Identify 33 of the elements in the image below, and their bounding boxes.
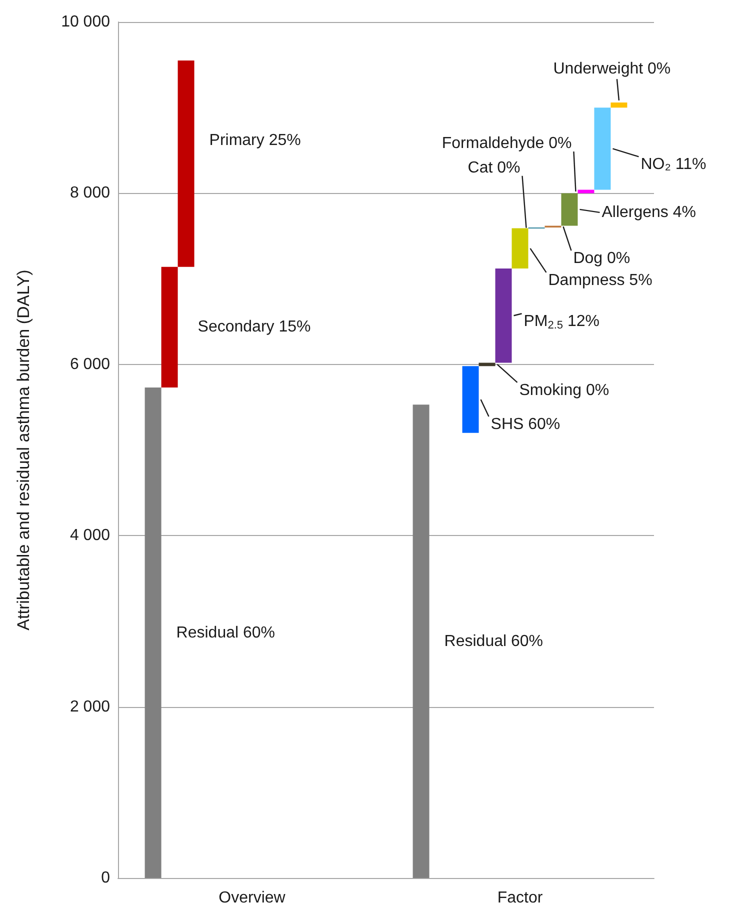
text: Residual 60%: [444, 632, 544, 650]
y-tick-label: 8 000: [70, 184, 110, 202]
bar: [478, 362, 496, 366]
y-axis-title: Attributable and residual asthma burden (DALY): [14, 270, 33, 630]
text: Cat 0%: [468, 159, 520, 176]
bar: [610, 102, 628, 108]
y-tick-label: 6 000: [70, 356, 110, 373]
x-tick-label: Factor: [497, 890, 544, 906]
bar: [561, 193, 578, 226]
series-label: SHS 60%: [490, 416, 560, 433]
text: Underweight 0%: [553, 60, 671, 78]
text: Formaldehyde 0%: [442, 134, 572, 152]
bar: [495, 268, 512, 363]
bar: [512, 228, 528, 269]
bar: [462, 366, 479, 433]
bar: [412, 404, 430, 878]
y-tick-label: 4 000: [70, 527, 110, 544]
series-label: Dampness 5%: [548, 272, 652, 289]
x-tick-label: Overview: [218, 890, 286, 906]
series-label: Secondary 15%: [198, 318, 311, 336]
bar: [161, 266, 178, 388]
bar: [594, 108, 611, 190]
series-label: Primary 25%: [209, 132, 301, 150]
bar: [178, 60, 194, 267]
series-label: Allergens 4%: [602, 204, 696, 221]
series-label: Dog 0%: [573, 250, 630, 268]
series-label: Residual 60%: [176, 624, 276, 642]
series-label: Smoking 0%: [519, 382, 610, 399]
y-tick-label: 0: [101, 870, 110, 886]
y-tick-label: 2 000: [70, 698, 110, 716]
bar: [144, 388, 162, 878]
y-tick-label: 10 000: [61, 14, 110, 30]
series-label: NO₂ 11%: [640, 156, 706, 174]
